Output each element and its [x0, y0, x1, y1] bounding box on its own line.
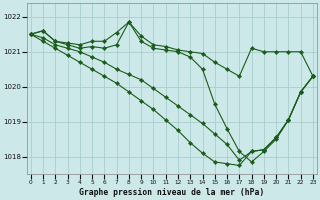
X-axis label: Graphe pression niveau de la mer (hPa): Graphe pression niveau de la mer (hPa) — [79, 188, 264, 197]
